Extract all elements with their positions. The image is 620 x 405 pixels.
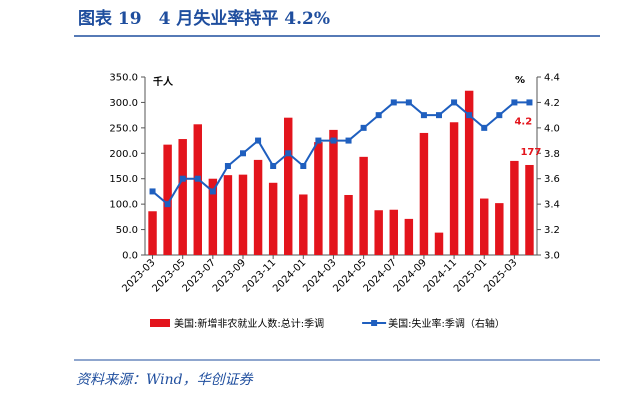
y2-tick-label: 4.4 — [544, 73, 560, 84]
marker — [436, 112, 442, 119]
y2-axis-label: % — [515, 75, 525, 86]
y-axis-label: 千人 — [153, 75, 174, 88]
marker — [194, 175, 201, 182]
bar — [389, 209, 398, 255]
bar — [314, 142, 323, 255]
bar — [419, 132, 429, 255]
legend-swatch — [371, 320, 378, 326]
marker — [330, 137, 337, 144]
marker — [511, 99, 518, 106]
source: 资料来源：Wind，华创证券 — [76, 372, 254, 388]
marker — [345, 137, 352, 144]
y-tick-label: 250.0 — [109, 123, 138, 134]
x-tick-label: 2025-03 — [482, 257, 519, 294]
y2-tick-label: 3.0 — [544, 251, 560, 262]
legend-swatch — [150, 319, 170, 327]
marker — [360, 124, 367, 131]
y-tick-label: 200.0 — [109, 149, 138, 160]
y-tick-label: 300.0 — [109, 98, 138, 109]
marker — [405, 99, 412, 106]
legend-label: 美国:失业率:季调（右轴） — [388, 317, 505, 330]
y-tick-label: 350.0 — [109, 73, 138, 84]
marker — [209, 188, 216, 195]
bar — [253, 159, 263, 255]
chart-title: 图表 19 4 月失业率持平 4.2% — [78, 8, 330, 29]
marker — [315, 137, 322, 144]
bar — [163, 144, 172, 255]
marker — [300, 163, 307, 169]
y-tick-label: 50.0 — [116, 225, 138, 236]
bar — [284, 117, 293, 255]
marker — [164, 201, 171, 208]
bar — [374, 210, 383, 255]
marker — [224, 163, 231, 169]
bar — [525, 164, 534, 255]
data-label: 4.2 — [514, 116, 532, 127]
marker — [526, 99, 533, 106]
bar — [404, 218, 414, 255]
y2-tick-label: 4.2 — [544, 98, 560, 109]
marker — [255, 137, 262, 144]
bar — [449, 122, 459, 256]
bar — [223, 175, 233, 255]
bar — [344, 194, 353, 255]
y-tick-label: 0.0 — [122, 251, 138, 262]
legend-label: 美国:新增非农就业人数:总计:季调 — [174, 317, 324, 330]
y-tick-label: 150.0 — [109, 174, 138, 185]
marker — [270, 163, 277, 169]
marker — [285, 150, 292, 157]
marker — [390, 99, 397, 106]
bar — [329, 129, 338, 255]
data-label: 177 — [520, 147, 541, 158]
bar — [359, 156, 368, 255]
bar — [208, 178, 218, 255]
y-tick-label: 100.0 — [109, 200, 138, 211]
bar — [268, 182, 278, 255]
y2-tick-label: 4.0 — [544, 123, 560, 134]
marker — [240, 150, 246, 157]
y2-tick-label: 3.2 — [544, 225, 560, 236]
marker — [375, 112, 382, 119]
y2-tick-label: 3.4 — [544, 200, 560, 211]
marker — [149, 188, 156, 195]
marker — [451, 99, 458, 106]
bar — [299, 194, 308, 255]
marker — [179, 175, 186, 182]
bar — [148, 211, 157, 255]
marker — [420, 112, 427, 119]
marker — [466, 112, 473, 119]
bar — [434, 232, 444, 255]
bar — [480, 198, 489, 255]
bar — [495, 203, 504, 255]
y2-tick-label: 3.8 — [544, 149, 560, 160]
bar — [464, 90, 474, 255]
bar — [510, 160, 519, 255]
marker — [481, 124, 488, 131]
bar — [238, 174, 248, 255]
bar — [193, 124, 202, 255]
bar — [178, 139, 187, 255]
marker — [496, 112, 503, 119]
y2-tick-label: 3.6 — [544, 174, 560, 185]
